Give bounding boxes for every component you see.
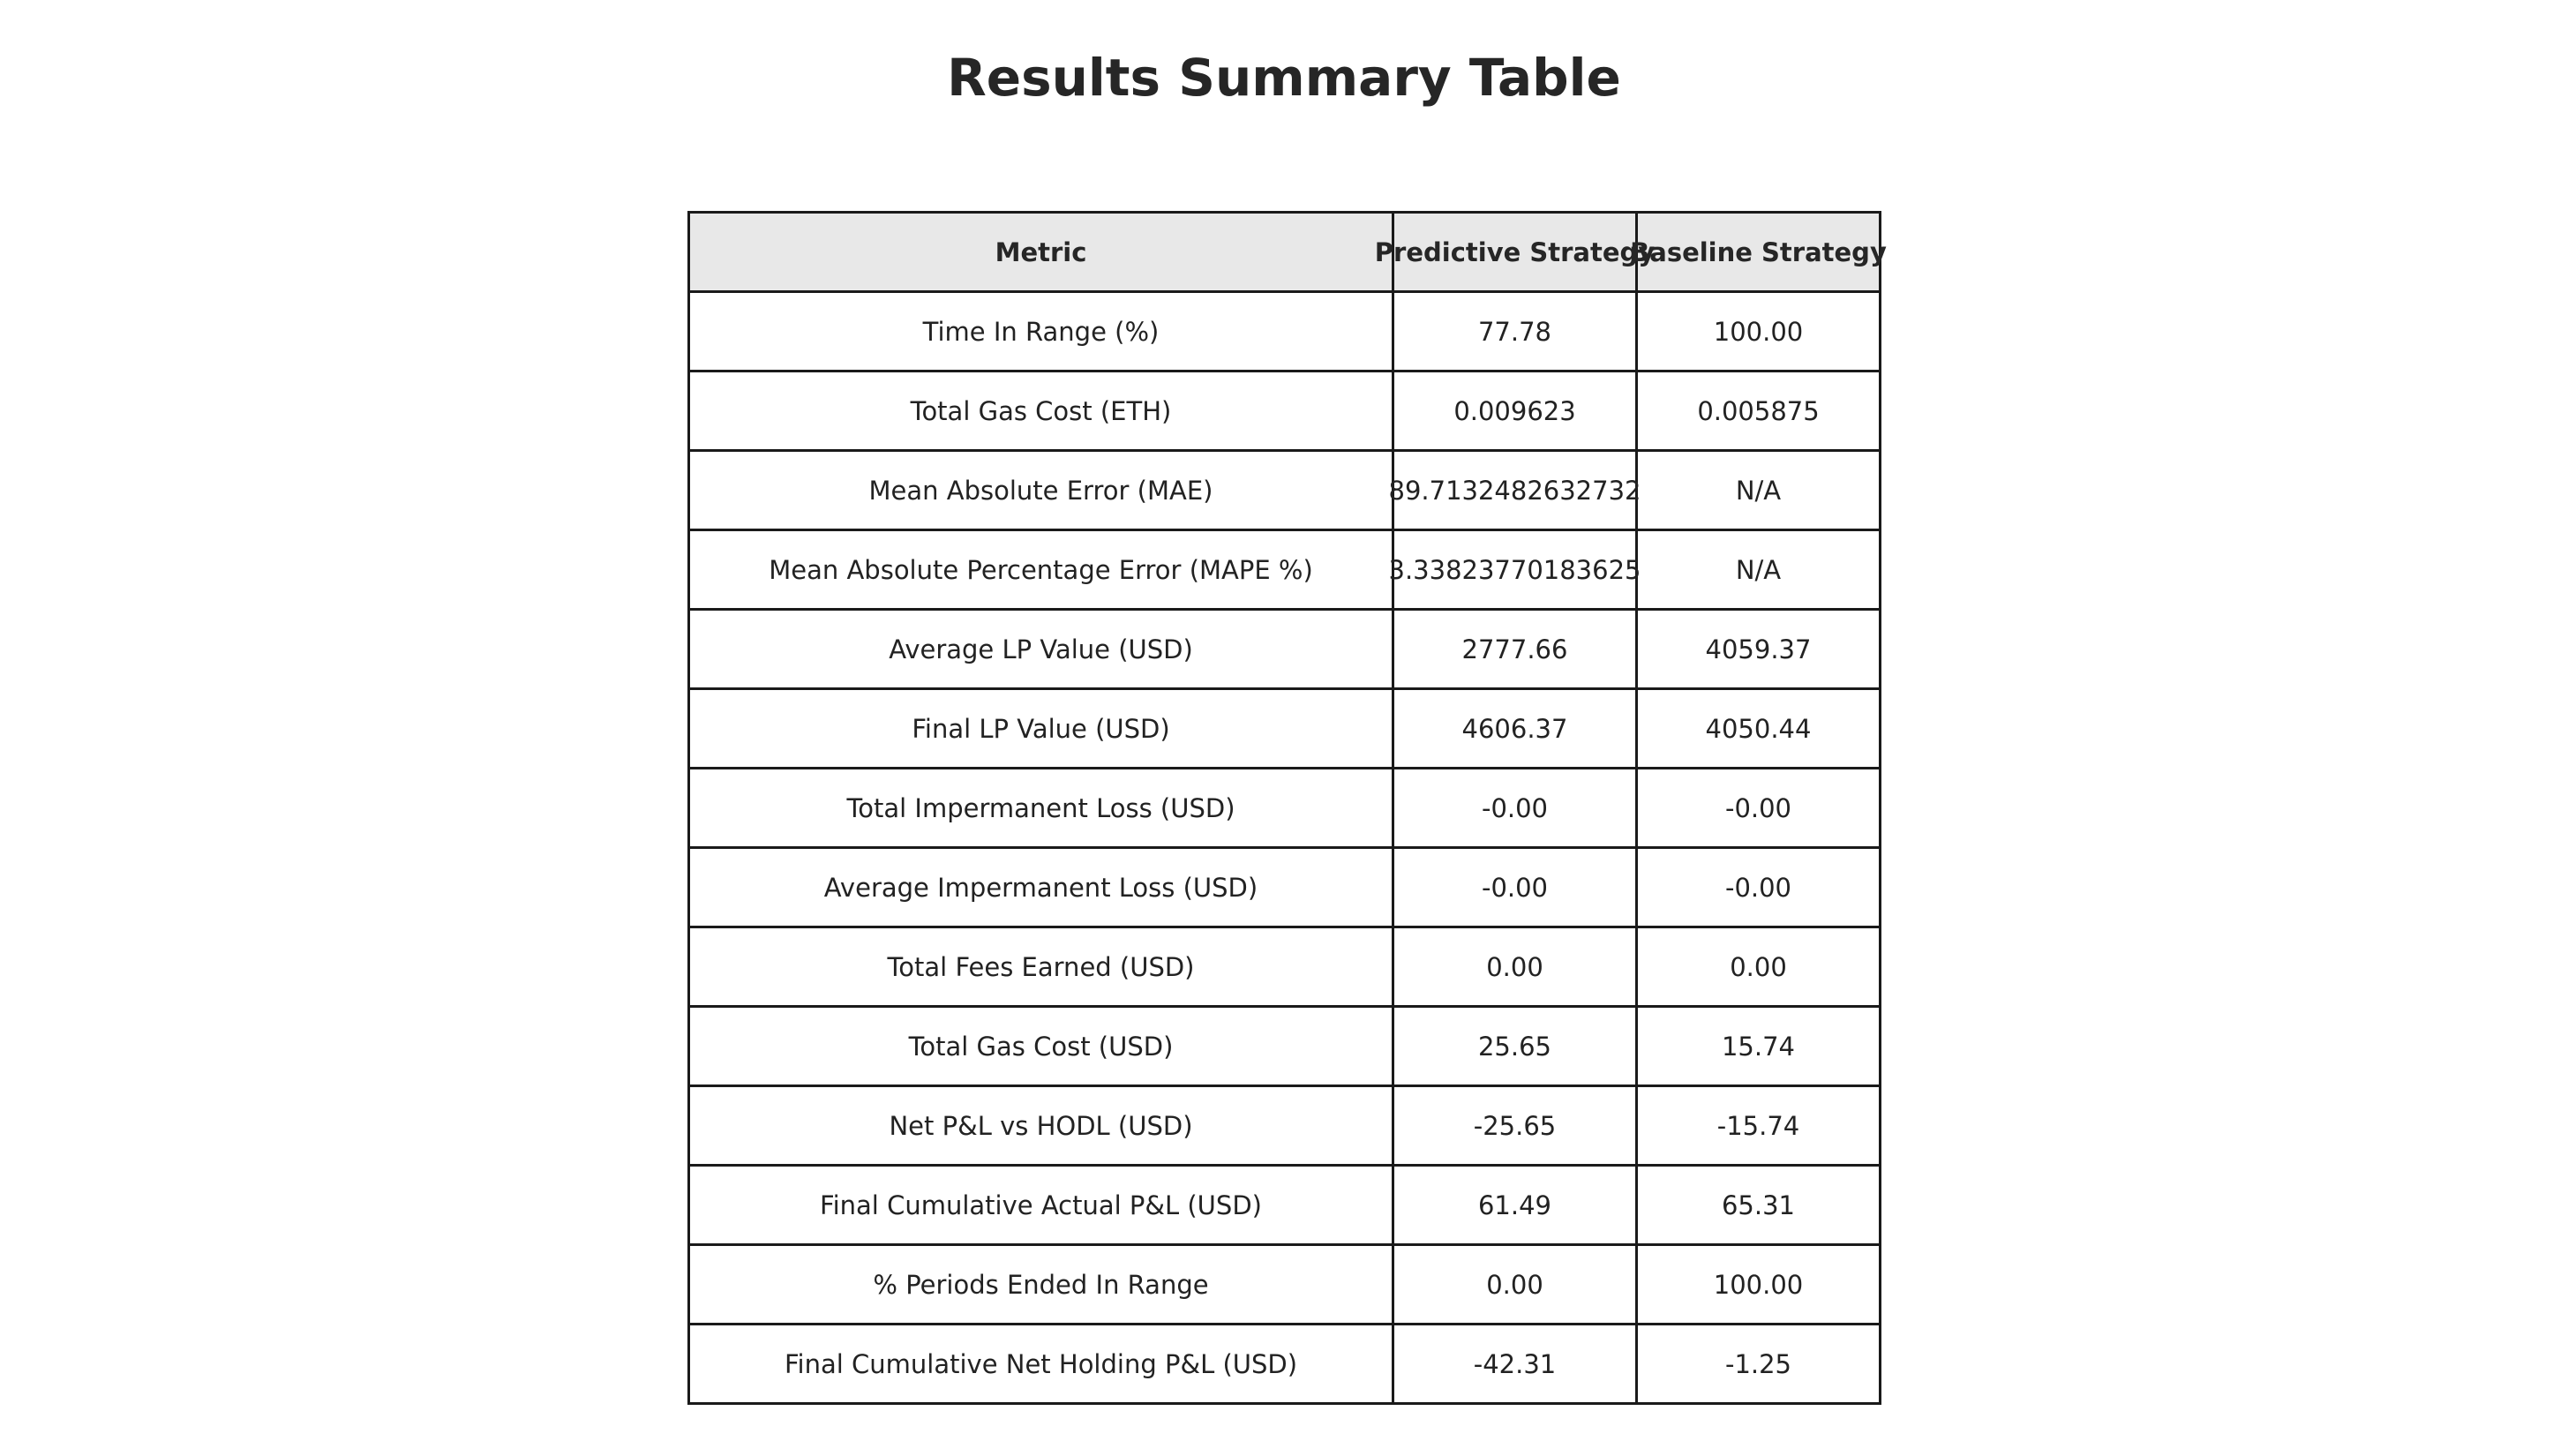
table-row: Mean Absolute Percentage Error (MAPE %) … [687,529,1881,611]
table-row: Final LP Value (USD) 4606.37 4050.44 [687,687,1881,769]
header-row: Metric Predictive Strategy Baseline Stra… [687,211,1887,293]
metric-cell: Mean Absolute Percentage Error (MAPE %) [687,529,1394,611]
table-row: Average LP Value (USD) 2777.66 4059.37 [687,608,1881,690]
header-cell-predictive-strategy: Predictive Strategy [1375,211,1655,293]
metric-cell: Final Cumulative Net Holding P&L (USD) [687,1323,1394,1405]
predictive-value-cell: 0.009623 [1392,370,1638,452]
predictive-value-cell: 61.49 [1392,1164,1638,1246]
metric-cell: Final LP Value (USD) [687,687,1394,769]
table-row: Total Fees Earned (USD) 0.00 0.00 [687,926,1881,1008]
predictive-value-cell: 25.65 [1392,1005,1638,1087]
predictive-value-cell: 0.00 [1392,1243,1638,1325]
predictive-value-cell: 2777.66 [1392,608,1638,690]
baseline-value-cell: 65.31 [1635,1164,1881,1246]
header-cell-metric: Metric [687,211,1394,293]
table-row: Total Gas Cost (ETH) 0.009623 0.005875 [687,370,1881,452]
metric-cell: Net P&L vs HODL (USD) [687,1084,1394,1167]
baseline-value-cell: 100.00 [1635,290,1881,372]
metric-cell: Average LP Value (USD) [687,608,1394,690]
table-row: % Periods Ended In Range 0.00 100.00 [687,1243,1881,1325]
baseline-value-cell: -0.00 [1635,846,1881,928]
metric-cell: Total Gas Cost (USD) [687,1005,1394,1087]
baseline-value-cell: -1.25 [1635,1323,1881,1405]
metric-cell: Total Fees Earned (USD) [687,926,1394,1008]
predictive-value-cell: -42.31 [1392,1323,1638,1405]
baseline-value-cell: 15.74 [1635,1005,1881,1087]
predictive-value-cell: 4606.37 [1392,687,1638,769]
table-row: Final Cumulative Net Holding P&L (USD) -… [687,1323,1881,1405]
metric-cell: Average Impermanent Loss (USD) [687,846,1394,928]
table-row: Time In Range (%) 77.78 100.00 [687,290,1881,372]
table-row: Final Cumulative Actual P&L (USD) 61.49 … [687,1164,1881,1246]
metric-cell: Total Impermanent Loss (USD) [687,767,1394,849]
baseline-value-cell: N/A [1635,529,1881,611]
predictive-value-cell: 3.33823770183625 [1389,529,1641,611]
results-table-container: Metric Predictive Strategy Baseline Stra… [687,211,1887,1405]
baseline-value-cell: 100.00 [1635,1243,1881,1325]
predictive-value-cell: 0.00 [1392,926,1638,1008]
metric-cell: % Periods Ended In Range [687,1243,1394,1325]
baseline-value-cell: -0.00 [1635,767,1881,849]
table-body: Time In Range (%) 77.78 100.00 Total Gas… [687,290,1881,1405]
baseline-value-cell: 0.00 [1635,926,1881,1008]
header-cell-baseline-strategy: Baseline Strategy [1630,211,1887,293]
table-row: Total Impermanent Loss (USD) -0.00 -0.00 [687,767,1881,849]
baseline-value-cell: -15.74 [1635,1084,1881,1167]
metric-cell: Time In Range (%) [687,290,1394,372]
results-summary-table: Metric Predictive Strategy Baseline Stra… [687,211,1887,1405]
baseline-value-cell: 0.005875 [1635,370,1881,452]
table-row: Average Impermanent Loss (USD) -0.00 -0.… [687,846,1881,928]
predictive-value-cell: -0.00 [1392,767,1638,849]
predictive-value-cell: 89.7132482632732 [1389,449,1641,531]
metric-cell: Total Gas Cost (ETH) [687,370,1394,452]
predictive-value-cell: -25.65 [1392,1084,1638,1167]
predictive-value-cell: -0.00 [1392,846,1638,928]
table-row: Mean Absolute Error (MAE) 89.71324826327… [687,449,1881,531]
metric-cell: Final Cumulative Actual P&L (USD) [687,1164,1394,1246]
table-title: Results Summary Table [947,48,1621,108]
baseline-value-cell: N/A [1635,449,1881,531]
table-row: Total Gas Cost (USD) 25.65 15.74 [687,1005,1881,1087]
metric-cell: Mean Absolute Error (MAE) [687,449,1394,531]
predictive-value-cell: 77.78 [1392,290,1638,372]
baseline-value-cell: 4050.44 [1635,687,1881,769]
baseline-value-cell: 4059.37 [1635,608,1881,690]
table-row: Net P&L vs HODL (USD) -25.65 -15.74 [687,1084,1881,1167]
